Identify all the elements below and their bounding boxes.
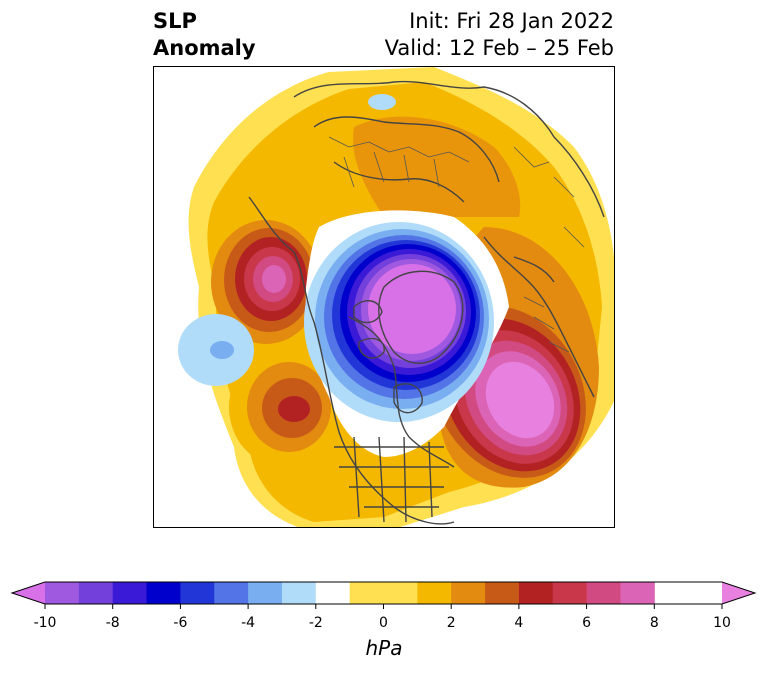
western-us-high-center (229, 347, 339, 467)
colorbar-over-arrow (722, 582, 755, 604)
colorbar-tick-label: 0 (379, 615, 388, 631)
map-title-left: SLP Anomaly (153, 8, 256, 62)
colorbar-bin (78, 582, 114, 604)
colorbar-tick-label: -8 (105, 615, 120, 631)
colorbar-bin (620, 582, 655, 604)
colorbar-tick-label: 8 (649, 615, 659, 631)
valid-period-label: Valid: 12 Feb – 25 Feb (384, 36, 614, 60)
arctic-low-center (304, 222, 494, 422)
colorbar-bin (349, 582, 418, 604)
colorbar-bin (485, 582, 520, 604)
colorbar-bin (281, 582, 317, 604)
map-canvas (154, 67, 614, 527)
colorbar-bin (315, 582, 351, 604)
colorbar-bin (417, 582, 452, 604)
map-title-right: Init: Fri 28 Jan 2022 Valid: 12 Feb – 25… (385, 8, 614, 62)
colorbar-bin (45, 582, 80, 604)
colorbar-bin (214, 582, 249, 604)
country-borders (328, 136, 585, 353)
colorbar-tick-label: -4 (241, 615, 256, 631)
siberia-low-patch (368, 94, 396, 110)
colorbar-tick-label: 6 (582, 615, 592, 631)
colorbar: -10 -8 -6 -4 -2 0 2 4 6 8 10 hPa (0, 570, 768, 670)
slp-anomaly-map (153, 66, 615, 528)
colorbar-bin (552, 582, 588, 604)
colorbar-tick-label: 4 (514, 615, 524, 631)
colorbar-unit-label: hPa (365, 636, 403, 660)
subtropical-pacific-low (178, 314, 254, 386)
variable-label: SLP (153, 9, 197, 33)
colorbar-tick-label: 10 (713, 615, 731, 631)
colorbar-bin (451, 582, 486, 604)
colorbar-tick-label: -6 (173, 615, 188, 631)
coastlines (248, 80, 605, 525)
field-label: Anomaly (153, 36, 256, 60)
colorbar-tick-label: -2 (308, 615, 323, 631)
colorbar-tick-label: -10 (33, 615, 57, 631)
colorbar-bin (248, 582, 283, 604)
colorbar-tick-label: 2 (446, 615, 456, 631)
colorbar-bin (586, 582, 621, 604)
colorbar-graphic (10, 581, 757, 609)
colorbar-bin (180, 582, 215, 604)
colorbar-under-arrow (12, 582, 45, 604)
colorbar-bin (146, 582, 181, 604)
colorbar-bin (518, 582, 554, 604)
colorbar-bin (112, 582, 148, 604)
init-date-label: Init: Fri 28 Jan 2022 (409, 9, 614, 33)
